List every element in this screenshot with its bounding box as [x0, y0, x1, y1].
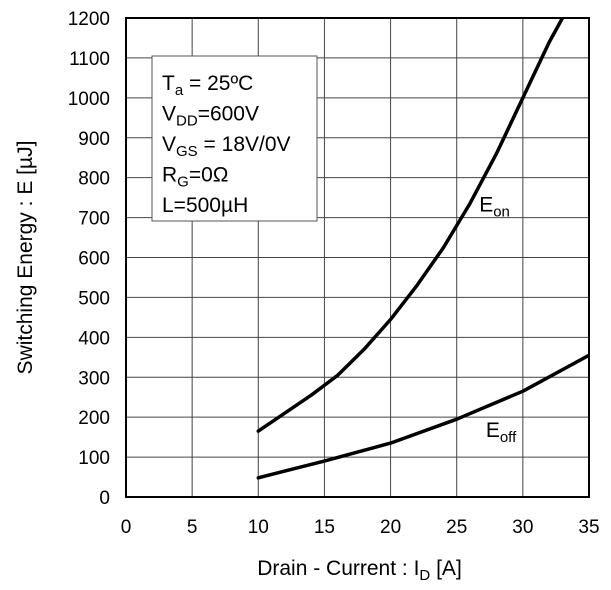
x-tick-labels: 0 5 10 15 20 25 30 35: [121, 517, 600, 538]
condition-line: L=500µH: [162, 194, 248, 217]
y-tick-label: 0: [99, 488, 110, 509]
y-tick-label: 200: [78, 408, 110, 429]
x-tick-label: 5: [187, 517, 198, 538]
x-tick-label: 15: [314, 517, 335, 538]
series-line-eon: [256, 18, 565, 433]
series-lines: [256, 18, 589, 480]
y-tick-label: 1200: [68, 9, 110, 30]
series-label-eoff: Eoff: [486, 419, 517, 446]
series-label-eon: Eon: [479, 194, 510, 221]
y-tick-label: 500: [78, 288, 110, 309]
grid: [125, 17, 590, 498]
conditions-box-border: [151, 55, 318, 222]
y-tick-label: 700: [78, 209, 110, 230]
x-tick-label: 10: [248, 517, 269, 538]
y-tick-label: 1100: [69, 49, 110, 70]
x-tick-label: 25: [446, 517, 467, 538]
y-tick-label: 400: [78, 328, 110, 349]
x-tick-label: 35: [578, 517, 599, 538]
x-tick-label: 0: [121, 517, 132, 538]
series-line-eoff: [256, 353, 589, 480]
y-tick-labels: 0 100 200 300 400 500 600 700 800 900 1000 1100 1200: [68, 9, 110, 509]
y-axis-label: Switching Energy : E [µJ]: [14, 141, 37, 375]
y-tick-label: 1000: [68, 89, 110, 110]
x-tick-label: 20: [380, 517, 401, 538]
y-tick-label: 100: [78, 448, 110, 469]
plot-frame: [125, 17, 590, 498]
y-tick-label: 900: [78, 129, 110, 150]
x-tick-label: 30: [512, 517, 533, 538]
y-tick-label: 800: [78, 169, 110, 190]
x-axis-label: Drain - Current : ID [A]: [257, 557, 462, 584]
y-tick-label: 300: [78, 368, 110, 389]
condition-line: RG=0Ω: [162, 164, 229, 191]
y-tick-label: 600: [78, 249, 110, 270]
condition-line: VDD=600V: [162, 103, 259, 130]
